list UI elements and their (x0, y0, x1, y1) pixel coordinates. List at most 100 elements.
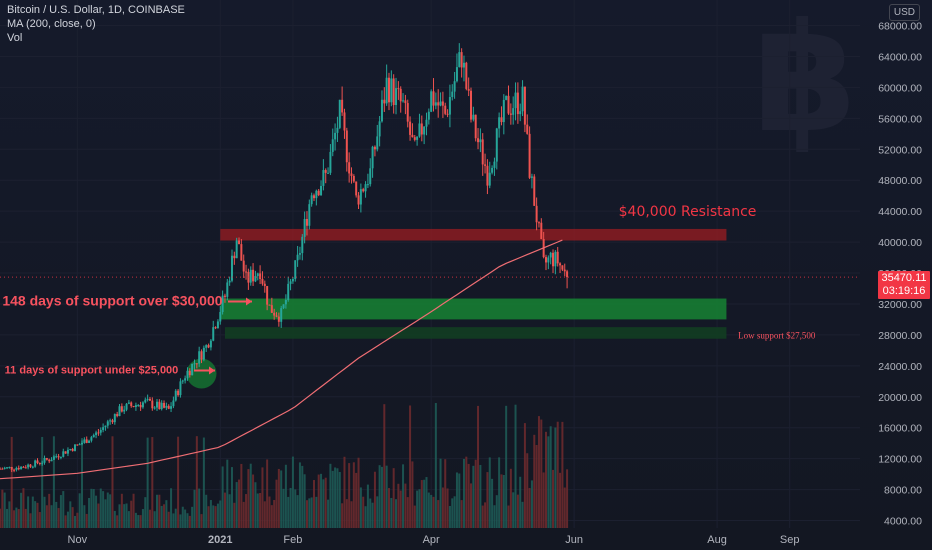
candle-body (498, 117, 501, 129)
y-tick-label: 32000.00 (878, 299, 922, 311)
volume-bar (273, 499, 276, 528)
volume-bar (85, 513, 88, 528)
volume-bar (310, 497, 313, 528)
volume-bar (378, 465, 381, 528)
volume-bar (10, 436, 13, 528)
candle-body (205, 345, 208, 348)
y-tick-label: 12000.00 (878, 454, 922, 466)
resistance-zone (220, 228, 727, 241)
candle-body (186, 370, 189, 379)
candle-body (24, 467, 27, 469)
volume-bar (437, 500, 440, 528)
volume-bar (481, 505, 484, 528)
volume-bar (261, 467, 264, 528)
candle-body (530, 176, 533, 178)
volume-bar (509, 468, 512, 528)
candle-body (512, 108, 515, 115)
candle-body (158, 401, 161, 410)
candle-body (533, 176, 536, 206)
volume-bar (566, 469, 569, 528)
volume-bar (526, 453, 529, 528)
candle-body (296, 254, 299, 261)
volume-bar (69, 501, 72, 528)
candle-body (132, 406, 135, 408)
candle-body (331, 139, 334, 152)
candle-body (118, 406, 121, 417)
candle-body (184, 378, 187, 381)
candle-body (341, 99, 344, 113)
volume-bar (477, 405, 480, 528)
candle-body (397, 88, 400, 90)
volume-bar (282, 488, 285, 528)
volume-bar (235, 482, 238, 528)
volume-bar (357, 457, 360, 528)
volume-bar (563, 487, 566, 528)
candle-body (22, 466, 25, 468)
candle-body (1, 468, 4, 470)
volume-bar (41, 436, 44, 528)
volume-bar (6, 508, 9, 528)
volume-bar (111, 436, 114, 528)
volume-bar (59, 495, 62, 528)
x-tick-label: Nov (68, 534, 88, 546)
candle-body (317, 190, 320, 196)
volume-bar (214, 506, 217, 528)
candle-body (153, 407, 156, 409)
candle-body (151, 400, 154, 409)
candle-body (167, 405, 170, 409)
candle-body (102, 427, 105, 430)
y-tick-label: 40000.00 (878, 237, 922, 249)
candle-body (385, 77, 388, 104)
candle-body (451, 91, 454, 98)
volume-bar (81, 438, 84, 528)
y-tick-label: 4000.00 (884, 516, 922, 528)
currency-button[interactable]: USD (888, 4, 920, 21)
candle-body (209, 340, 212, 348)
candle-body (566, 271, 569, 278)
candle-body (62, 451, 65, 457)
volume-bar (0, 508, 1, 528)
volume-bar (301, 465, 304, 528)
candle-body (477, 138, 480, 143)
volume-bar (462, 458, 465, 528)
volume-bar (455, 472, 458, 528)
volume-bar (505, 405, 508, 528)
volume-bar (549, 426, 552, 528)
volume-bar (359, 487, 362, 528)
low-support-zone (224, 327, 727, 339)
x-tick-label: Aug (707, 534, 727, 546)
candle-body (481, 139, 484, 165)
volume-bar (320, 473, 323, 528)
last-price-value: 35470.11 (881, 272, 927, 284)
volume-bar (519, 476, 522, 528)
candle-body (287, 283, 290, 300)
candle-body (141, 402, 144, 408)
candle-body (294, 260, 297, 280)
candle-body (544, 257, 547, 263)
volume-bar (502, 474, 505, 528)
volume-bar (472, 465, 475, 528)
candle-body (198, 351, 201, 364)
candle-body (216, 321, 219, 329)
x-tick-label: Apr (423, 534, 440, 546)
volume-bar (139, 515, 142, 528)
volume-bar (172, 513, 175, 528)
volume-bar (533, 434, 536, 528)
candle-body (27, 464, 30, 468)
candle-body (38, 463, 41, 465)
candle-body (177, 390, 180, 396)
candle-body (174, 390, 177, 401)
volume-bar (97, 503, 100, 528)
volume-bar (216, 503, 219, 528)
volume-bar (221, 466, 224, 528)
volume-bar (308, 498, 311, 528)
volume-bar (184, 509, 187, 528)
candle-body (17, 467, 20, 470)
candle-body (404, 100, 407, 104)
y-tick-label: 64000.00 (878, 51, 922, 63)
volume-bar (289, 487, 292, 528)
volume-bar (38, 512, 41, 528)
volume-bar (99, 488, 102, 528)
volume-bar (371, 502, 374, 528)
